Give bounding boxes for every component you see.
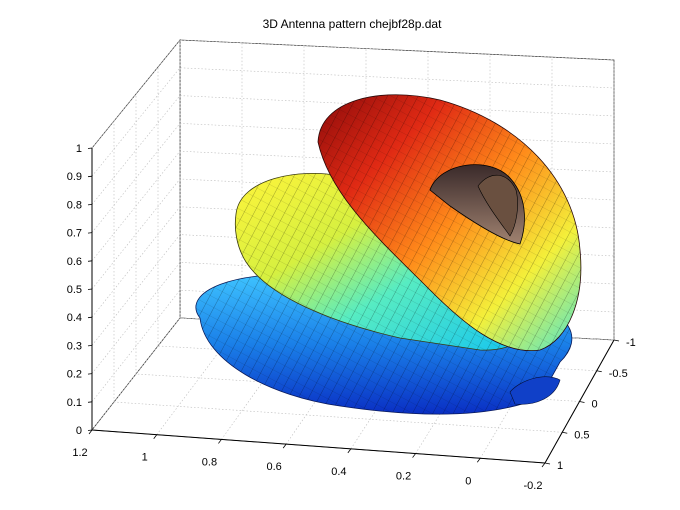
y-tick-mark (579, 401, 585, 403)
x-tick-label: 0.2 (396, 471, 411, 483)
z-tick-label: 0.9 (67, 171, 82, 183)
chart-title: 3D Antenna pattern chejbf28p.dat (263, 17, 442, 31)
z-tick-mark (87, 288, 93, 290)
x-tick-mark (153, 434, 158, 439)
lobe-inner-core (477, 174, 518, 237)
y-tick-mark (596, 370, 602, 373)
y-tick-mark (544, 462, 551, 465)
y-tick-mark (613, 339, 620, 342)
z-tick-mark (87, 147, 93, 149)
z-tick-label: 0 (76, 425, 82, 437)
x-tick-mark (347, 448, 352, 454)
z-tick-label: 0.2 (67, 369, 82, 381)
x-tick-mark (88, 429, 93, 435)
x-tick-label: 0.6 (266, 461, 281, 473)
z-tick-mark (87, 232, 93, 234)
z-tick-mark (87, 204, 93, 206)
z-tick-label: 0.7 (67, 228, 82, 240)
x-gridline (156, 320, 243, 435)
x-tick-label: 0.8 (202, 456, 217, 468)
y-tick-label: -0.5 (609, 368, 628, 380)
z-tick-label: 0.6 (67, 256, 82, 268)
z-gridline (91, 39, 615, 149)
x-tick-label: -0.2 (524, 480, 543, 492)
x-tick-label: 1 (142, 452, 148, 464)
z-tick-label: 0.5 (67, 284, 82, 296)
z-tick-mark (87, 345, 93, 347)
y-tick-mark (562, 431, 568, 434)
lobe-tip (509, 376, 561, 405)
z-tick-label: 1 (76, 143, 82, 155)
y-tick-label: -1 (626, 337, 636, 349)
z-tick-label: 0.8 (67, 199, 82, 211)
z-gridline (91, 67, 615, 177)
y-tick-label: 0 (592, 399, 598, 411)
z-tick-label: 0.1 (67, 397, 82, 409)
x-tick-mark (412, 453, 416, 458)
z-tick-mark (87, 260, 93, 262)
z-gridline (91, 123, 615, 233)
x-tick-mark (282, 443, 287, 449)
z-tick-label: 0.3 (67, 340, 82, 352)
z-gridline (91, 95, 615, 205)
z-tick-mark (87, 316, 93, 319)
z-tick-mark (87, 175, 93, 178)
x-tick-mark (218, 439, 222, 444)
z-tick-mark (87, 429, 93, 431)
x-tick-mark (541, 462, 546, 468)
axis-ticks: 0 0.1 0.2 0.3 0.4 0.5 0.6 0.7 0.8 0.9 1 1.2 1 0.8 0.6 0… (67, 143, 636, 492)
antenna-surface (195, 94, 582, 415)
x-tick-mark (476, 458, 481, 463)
y-axis-line (544, 339, 615, 464)
y-tick-label: 1 (557, 460, 563, 472)
z-tick-label: 0.4 (67, 312, 82, 324)
x-tick-label: 0 (465, 475, 471, 487)
z-tick-mark (87, 373, 93, 375)
z-gridline (91, 150, 615, 261)
lobe-high-mesh (318, 94, 581, 351)
y-gridline (113, 401, 563, 433)
x-tick-label: 1.2 (72, 447, 87, 459)
z-tick-mark (87, 401, 93, 403)
y-tick-label: 0.5 (574, 429, 589, 441)
x-tick-label: 0.4 (331, 466, 346, 478)
x-axis-line (91, 429, 546, 464)
